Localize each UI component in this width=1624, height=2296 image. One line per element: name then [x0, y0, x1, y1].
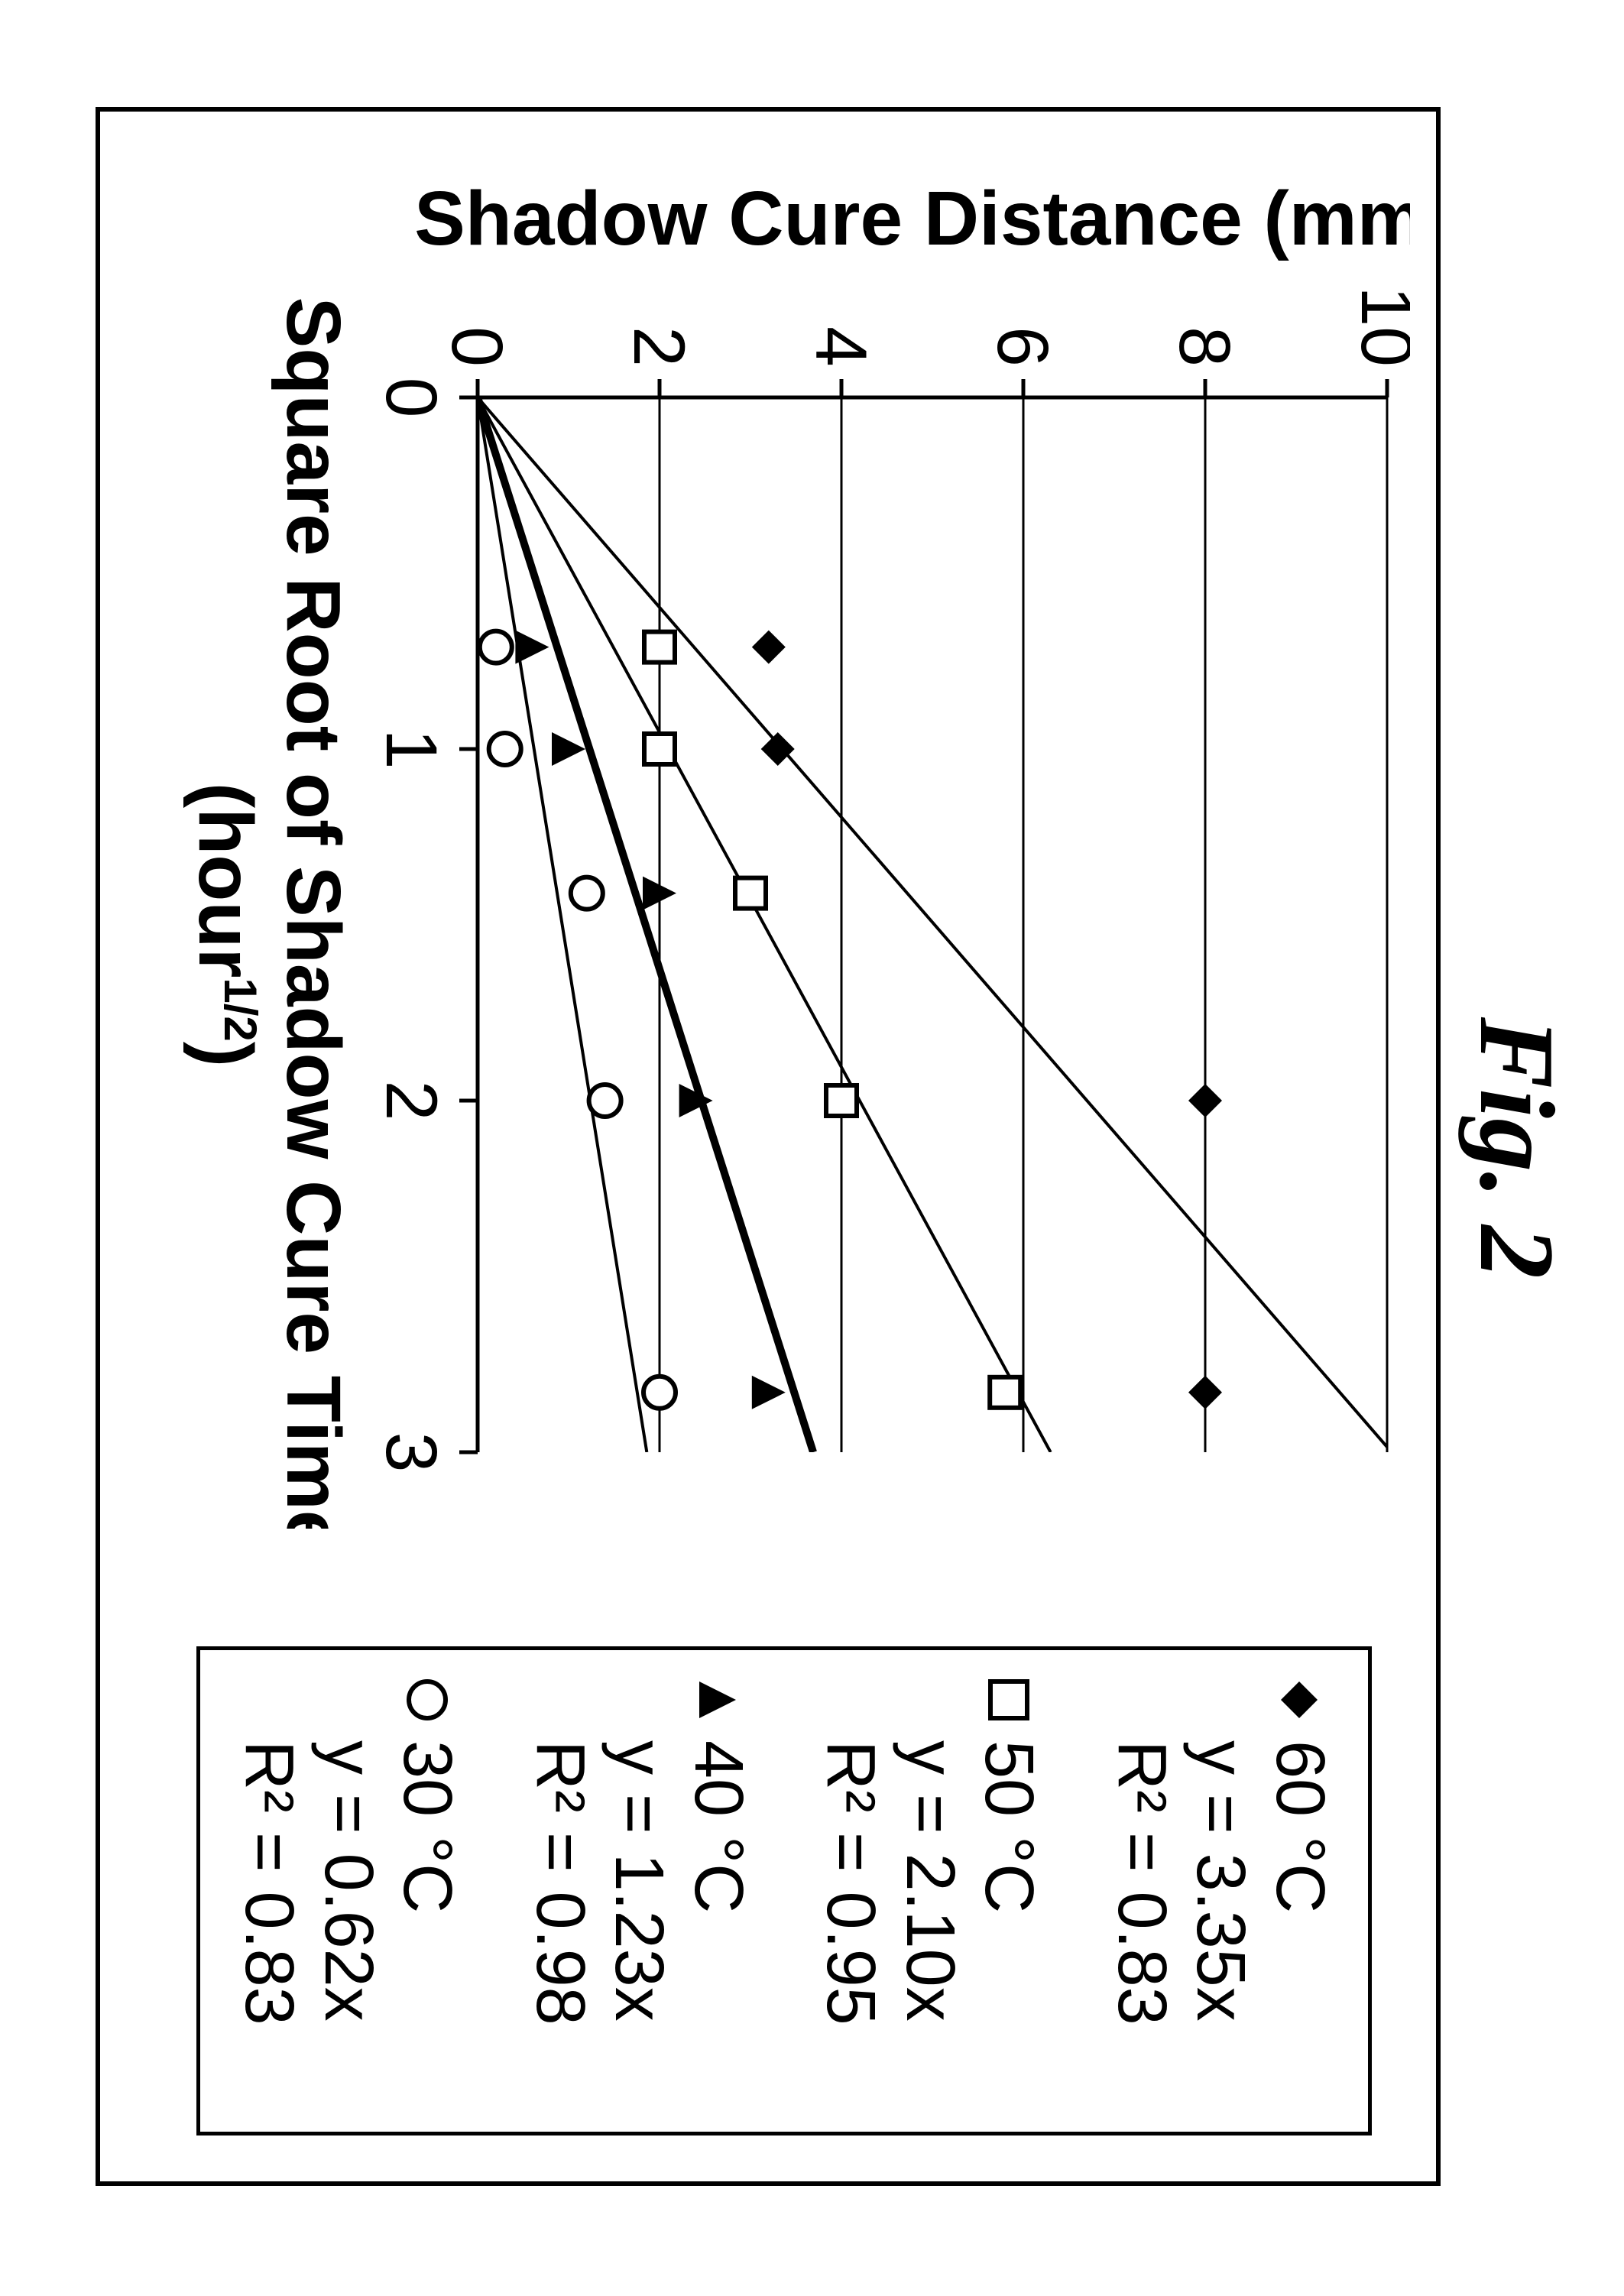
svg-text:10: 10	[1346, 286, 1410, 367]
legend-equation: y = 1.23x	[599, 1740, 679, 2109]
svg-text:3: 3	[371, 1432, 452, 1473]
legend-marker-icon	[1272, 1673, 1326, 1727]
legend: 60 °Cy = 3.35xR² = 0.8350 °Cy = 2.10xR² …	[196, 1646, 1372, 2135]
legend-temp-label: 30 °C	[387, 1740, 467, 1913]
legend-equation: y = 3.35x	[1181, 1740, 1260, 2109]
legend-entry: 30 °Cy = 0.62xR² = 0.83	[229, 1673, 467, 2109]
svg-text:4: 4	[800, 326, 881, 367]
legend-temp-label: 40 °C	[679, 1740, 758, 1913]
svg-text:2: 2	[618, 326, 699, 367]
legend-entry: 60 °Cy = 3.35xR² = 0.83	[1102, 1673, 1340, 2109]
legend-equation: y = 0.62x	[309, 1740, 388, 2109]
legend-entry: 40 °Cy = 1.23xR² = 0.98	[520, 1673, 758, 2109]
legend-equation: y = 2.10x	[890, 1740, 970, 2109]
legend-r2: R² = 0.98	[520, 1740, 600, 2109]
legend-r2: R² = 0.83	[229, 1740, 309, 2109]
legend-r2: R² = 0.83	[1102, 1740, 1182, 2109]
figure-title: Fig. 2	[1455, 0, 1578, 2296]
legend-marker-icon	[400, 1673, 454, 1727]
legend-temp-label: 50 °C	[969, 1740, 1049, 1913]
svg-text:0: 0	[371, 378, 452, 418]
svg-text:6: 6	[982, 326, 1063, 367]
legend-marker-icon	[982, 1673, 1036, 1727]
plot-svg: 0 1 2 3 0 2 4 6 8 10 Square Root of Shadow Cure Ti…	[111, 153, 1410, 1529]
legend-temp-label: 60 °C	[1260, 1740, 1340, 1913]
svg-text:2: 2	[371, 1081, 452, 1121]
svg-text:Square Root of Shadow Cure Tim: Square Root of Shadow Cure Time	[271, 297, 356, 1529]
legend-r2: R² = 0.95	[811, 1740, 890, 2109]
svg-text:0: 0	[436, 326, 517, 367]
legend-entry: 50 °Cy = 2.10xR² = 0.95	[811, 1673, 1049, 2109]
svg-text:Shadow Cure Distance (mm): Shadow Cure Distance (mm)	[414, 176, 1410, 261]
svg-text:1: 1	[371, 729, 452, 770]
chart: 0 1 2 3 0 2 4 6 8 10 Square Root of Shadow Cure Ti…	[111, 153, 1410, 1529]
svg-text:(hour1/2): (hour1/2)	[183, 783, 268, 1067]
svg-text:8: 8	[1164, 326, 1245, 367]
legend-marker-icon	[691, 1673, 744, 1727]
